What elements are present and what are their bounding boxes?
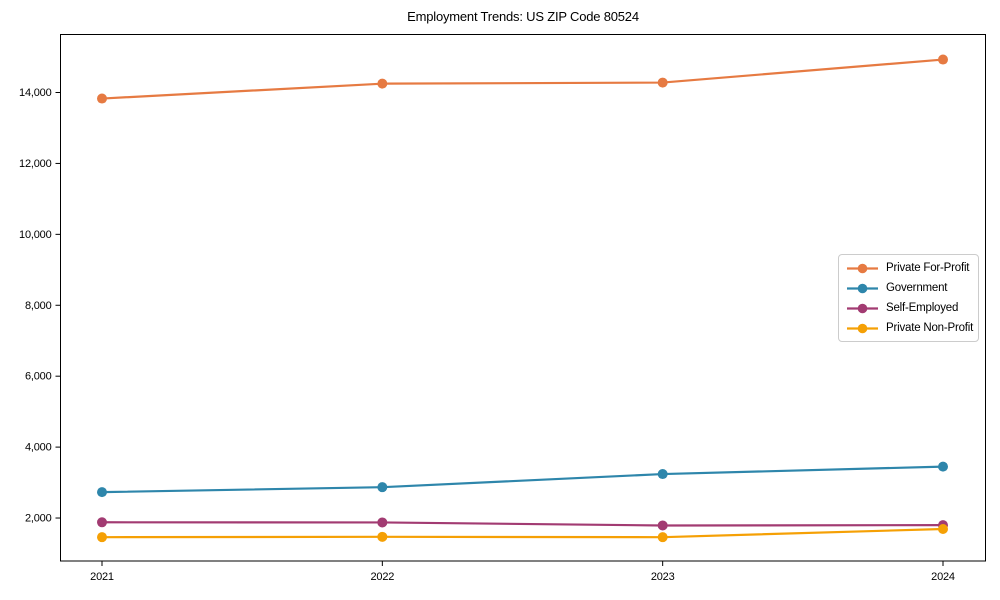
chart-title: Employment Trends: US ZIP Code 80524: [407, 9, 639, 24]
data-point-marker: [97, 517, 107, 528]
x-axis-tick-label: 2022: [370, 571, 394, 583]
data-point-marker: [938, 461, 948, 472]
x-axis-tick-label: 2023: [651, 571, 675, 583]
y-axis-tick-label: 12,000: [19, 158, 52, 170]
legend-item-label: Self-Employed: [886, 302, 959, 314]
y-axis-tick-label: 4,000: [25, 442, 52, 454]
legend-marker-icon: [847, 323, 878, 333]
legend-item: Private For-Profit: [847, 258, 974, 278]
series-line: [101, 521, 944, 527]
data-point-marker: [97, 532, 107, 543]
legend-marker-icon: [847, 283, 878, 293]
data-point-marker: [377, 482, 388, 493]
data-point-marker: [377, 531, 388, 542]
legend-item: Private Non-Profit: [847, 318, 974, 338]
data-point-marker: [657, 469, 668, 480]
y-axis-tick-label: 10,000: [19, 229, 52, 241]
legend-marker-icon: [847, 303, 878, 313]
legend-item-label: Private For-Profit: [886, 262, 970, 274]
legend-item: Self-Employed: [847, 298, 974, 318]
data-point-marker: [97, 487, 107, 498]
series-line: [101, 465, 944, 494]
legend-item-label: Private Non-Profit: [886, 322, 974, 334]
y-axis-tick-label: 8,000: [25, 300, 52, 312]
plot-border: [60, 34, 986, 562]
data-point-marker: [657, 520, 668, 531]
data-point-marker: [938, 54, 948, 65]
data-point-marker: [938, 524, 948, 535]
x-axis-tick-label: 2021: [90, 571, 114, 583]
legend-item: Government: [847, 278, 974, 298]
y-axis-tick-label: 6,000: [25, 371, 52, 383]
x-axis-tick-label: 2024: [931, 571, 955, 583]
legend-item-label: Government: [886, 282, 948, 294]
y-axis-tick-label: 2,000: [25, 513, 52, 525]
data-point-marker: [377, 78, 388, 89]
series-line: [101, 527, 944, 539]
data-point-marker: [97, 93, 107, 104]
data-point-marker: [377, 517, 388, 528]
y-axis-tick-label: 14,000: [19, 87, 52, 99]
data-point-marker: [657, 532, 668, 543]
legend-marker-icon: [847, 263, 878, 273]
data-point-marker: [657, 77, 668, 88]
chart-legend: Private For-Profit Government Self-Employe…: [838, 254, 979, 342]
series-line: [101, 58, 944, 100]
